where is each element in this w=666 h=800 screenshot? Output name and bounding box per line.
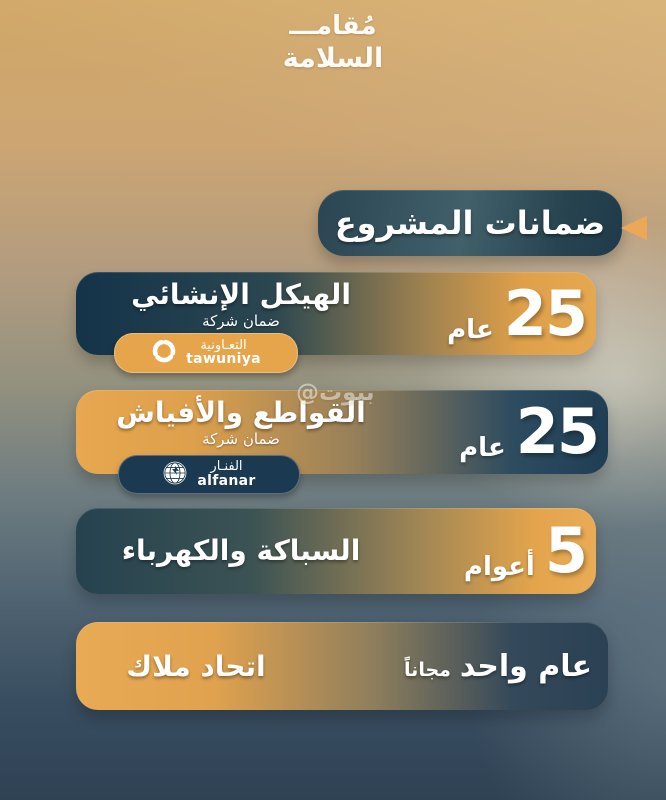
guarantee-row-structure: الهيكل الإنشائي ضمان شركة 25 عام التعـاو… (76, 272, 596, 373)
duration-block: 25 عام (459, 390, 600, 474)
duration-block: عام واحد مجاناً (404, 622, 592, 710)
tawuniya-name-arabic: التعـاونية (200, 337, 247, 353)
duration-value: 25 (515, 395, 600, 468)
duration-block: 5 أعوام (463, 508, 588, 594)
row-title: الهيكل الإنشائي (131, 278, 351, 311)
row-subtitle: ضمان شركة (202, 312, 280, 331)
duration-value: 5 (544, 514, 588, 587)
duration-unit: مجاناً (404, 658, 451, 681)
row-title: السباكة والكهرباء (121, 533, 361, 567)
brand-logo-line1: مُقامـــ (289, 11, 377, 41)
guarantee-row-owners-union: اتحاد ملاك عام واحد مجاناً (76, 622, 608, 710)
alfanar-name-arabic: الفنـار (210, 459, 243, 475)
page-title: ضمانات المشروع (334, 204, 606, 242)
row-subtitle: ضمان شركة (202, 430, 280, 449)
guarantee-row-breakers: القواطع والأفياش ضمان شركة 25 عام (76, 390, 608, 494)
tawuniya-badge-text: التعـاونية tawuniya (186, 339, 261, 367)
tawuniya-name-latin: tawuniya (186, 351, 261, 368)
duration-unit: عام (447, 314, 494, 345)
alfanar-logo-icon (162, 460, 188, 490)
alfanar-name-latin: alfanar (197, 472, 256, 489)
bayut-watermark: بيوت@ (296, 380, 375, 406)
duration-unit: أعوام (463, 552, 535, 582)
duration-block: 25 عام (447, 272, 588, 355)
guarantee-row-plumbing: السباكة والكهرباء 5 أعوام (76, 508, 596, 594)
row-title: اتحاد ملاك (126, 649, 266, 683)
header-pointer-icon (621, 215, 647, 241)
guarantees-header-badge: ضمانات المشروع (318, 190, 622, 256)
row-text-block: القواطع والأفياش ضمان شركة (76, 396, 406, 449)
alfanar-badge-text: الفنـار alfanar (197, 460, 255, 488)
row-text-block: الهيكل الإنشائي ضمان شركة (76, 278, 406, 331)
row-title: القواطع والأفياش (116, 396, 366, 429)
duration-value: 25 (503, 276, 588, 350)
brand-logo: مُقامـــ السلامة (0, 12, 666, 74)
brand-logo-line2: السلامة (282, 42, 384, 74)
tawuniya-logo-icon (151, 338, 177, 368)
duration-value: عام واحد (459, 648, 592, 684)
tawuniya-badge: التعـاونية tawuniya (114, 333, 298, 373)
duration-unit: عام (459, 433, 506, 463)
alfanar-badge: الفنـار alfanar (118, 455, 300, 494)
row-text-block: السباكة والكهرباء (76, 533, 406, 567)
